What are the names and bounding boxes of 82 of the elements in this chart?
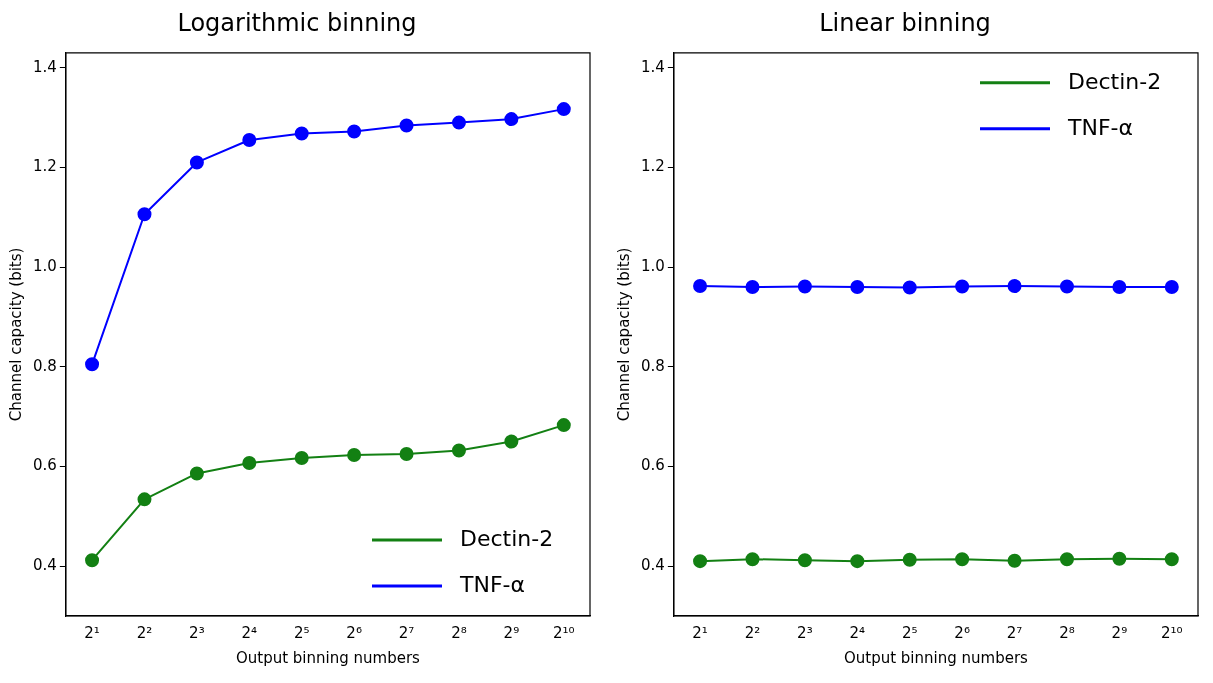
- x-axis-title: Output binning numbers: [235, 648, 421, 667]
- x-tick-label: 2²: [744, 623, 761, 642]
- x-tick-label: 2⁹: [1111, 623, 1128, 642]
- point: [451, 115, 466, 130]
- point: [902, 552, 917, 567]
- legend-label: TNF-α: [1067, 114, 1133, 140]
- x-tick-label: 2⁵: [901, 623, 918, 642]
- x-tick-label: 2⁷: [1006, 623, 1023, 642]
- y-tick-label: 1.4: [641, 57, 665, 76]
- y-tick-label: 0.6: [33, 456, 57, 475]
- x-tick-label: 2²: [136, 623, 153, 642]
- point: [850, 280, 865, 295]
- point: [504, 112, 519, 127]
- x-tick-label: 2⁴: [241, 623, 258, 642]
- y-tick-label: 0.4: [641, 556, 665, 575]
- x-tick-label: 2³: [189, 623, 205, 642]
- x-axis-title: Output binning numbers: [843, 648, 1029, 667]
- legend-label: Dectin-2: [460, 525, 554, 551]
- point: [955, 552, 970, 567]
- point: [242, 133, 257, 148]
- point: [189, 155, 204, 170]
- x-tick-label: 2⁸: [451, 623, 467, 642]
- point: [242, 455, 257, 470]
- point: [1007, 553, 1022, 568]
- point: [797, 553, 812, 568]
- x-tick-label: 2⁶: [954, 623, 970, 642]
- x-tick-label: 2¹: [692, 623, 708, 642]
- point: [137, 492, 152, 507]
- point: [1007, 279, 1022, 294]
- y-tick-label: 0.4: [33, 556, 57, 575]
- legend-label: Dectin-2: [1068, 68, 1162, 94]
- point: [85, 553, 100, 568]
- y-axis-title: Channel capacity (bits): [6, 247, 25, 422]
- x-tick-label: 2¹⁰: [553, 623, 575, 642]
- point: [1059, 279, 1074, 294]
- y-tick-label: 1.0: [641, 257, 665, 276]
- legend-label: TNF-α: [459, 571, 525, 597]
- x-tick-label: 2⁸: [1059, 623, 1075, 642]
- point: [85, 357, 100, 372]
- y-tick-label: 0.6: [641, 456, 665, 475]
- point: [693, 279, 708, 294]
- y-tick-label: 0.8: [641, 356, 665, 375]
- point: [556, 102, 571, 117]
- y-tick-label: 1.0: [33, 257, 57, 276]
- point: [850, 554, 865, 569]
- x-tick-label: 2⁶: [346, 623, 362, 642]
- point: [1059, 552, 1074, 567]
- point: [504, 434, 519, 449]
- point: [294, 126, 309, 141]
- x-tick-label: 2⁴: [849, 623, 866, 642]
- point: [399, 118, 414, 133]
- point: [137, 207, 152, 222]
- x-tick-label: 2¹⁰: [1161, 623, 1183, 642]
- point: [556, 418, 571, 433]
- y-tick-label: 1.4: [33, 57, 57, 76]
- x-tick-label: 2³: [797, 623, 813, 642]
- point: [189, 466, 204, 481]
- point: [347, 448, 362, 463]
- y-tick-label: 1.2: [33, 157, 57, 176]
- point: [693, 554, 708, 569]
- point: [1112, 280, 1127, 295]
- chart-title: Logarithmic binning: [177, 8, 417, 37]
- point: [451, 443, 466, 458]
- point: [902, 280, 917, 295]
- point: [797, 279, 812, 294]
- y-axis-title: Channel capacity (bits): [614, 247, 633, 422]
- x-tick-label: 2¹: [84, 623, 100, 642]
- x-tick-label: 2⁵: [293, 623, 310, 642]
- point: [294, 451, 309, 466]
- y-tick-label: 0.8: [33, 356, 57, 375]
- point: [347, 124, 362, 139]
- point: [745, 552, 760, 567]
- point: [955, 279, 970, 294]
- point: [1164, 552, 1179, 567]
- point: [1112, 551, 1127, 566]
- point: [399, 447, 414, 462]
- chart-title: Linear binning: [819, 8, 991, 37]
- point: [745, 280, 760, 295]
- x-tick-label: 2⁷: [398, 623, 415, 642]
- point: [1164, 280, 1179, 295]
- x-tick-label: 2⁹: [503, 623, 520, 642]
- y-tick-label: 1.2: [641, 157, 665, 176]
